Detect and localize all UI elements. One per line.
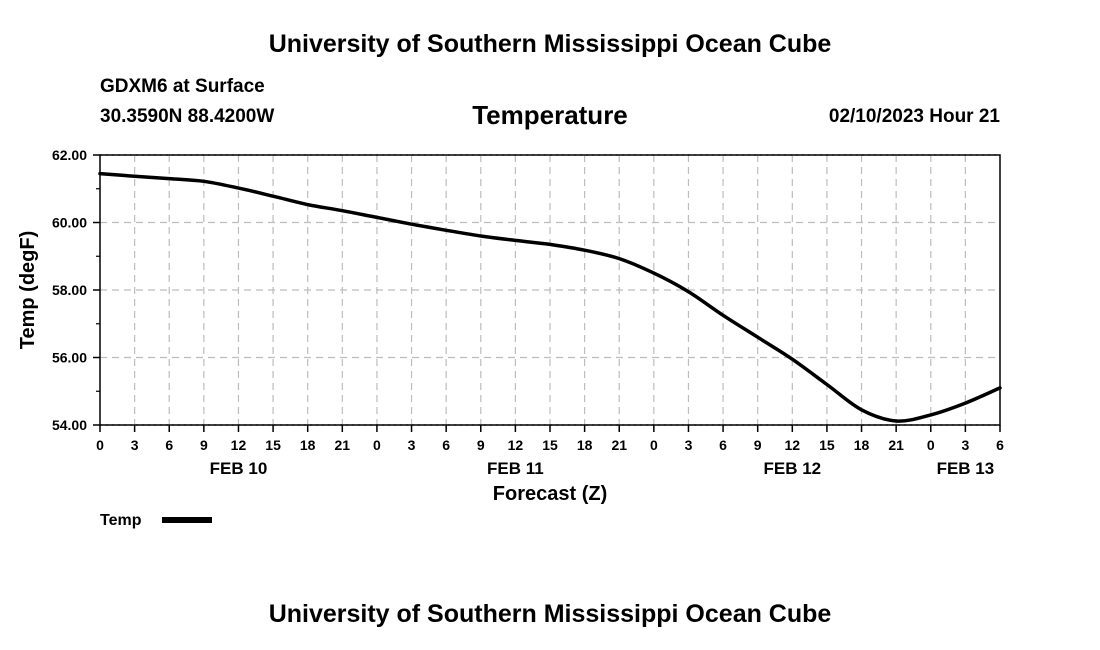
x-tick-labels: 0 3 6 9 12 15 18 21 0 3 6 9 12 15 18 21 0 3 6 9 12 15 18 21 0 3 6 <box>96 437 1004 453</box>
x-axis-title: Forecast (Z) <box>493 483 607 505</box>
x-tick-label: 18 <box>577 437 593 453</box>
day-labels: FEB 10 FEB 11 FEB 12 FEB 13 <box>210 459 995 478</box>
x-tick-label: 15 <box>542 437 558 453</box>
x-tick-label: 9 <box>200 437 208 453</box>
x-tick-label: 15 <box>265 437 281 453</box>
x-tick-label: 0 <box>927 437 935 453</box>
x-tick-label: 21 <box>335 437 351 453</box>
axis-ticks <box>93 154 1001 432</box>
x-tick-label: 0 <box>650 437 658 453</box>
page-title: University of Southern Mississippi Ocean… <box>268 30 832 58</box>
datetime-label: 02/10/2023 Hour 21 <box>828 106 1000 127</box>
x-tick-label: 9 <box>754 437 762 453</box>
x-tick-label: 18 <box>300 437 316 453</box>
legend-label-temp: Temp <box>100 512 142 529</box>
location-label: 30.3590N 88.4200W <box>100 106 275 127</box>
day-label: FEB 11 <box>487 459 544 478</box>
x-tick-label: 3 <box>685 437 693 453</box>
x-tick-label: 3 <box>131 437 139 453</box>
x-tick-label: 6 <box>719 437 727 453</box>
day-label: FEB 12 <box>763 459 821 478</box>
station-label: GDXM6 at Surface <box>100 76 265 97</box>
x-tick-label: 21 <box>611 437 627 453</box>
x-tick-label: 6 <box>165 437 173 453</box>
series-line-temp <box>98 171 1002 423</box>
y-tick-label: 60.00 <box>52 215 87 231</box>
x-tick-label: 3 <box>408 437 416 453</box>
day-label: FEB 13 <box>937 459 995 478</box>
x-tick-label: 6 <box>996 437 1004 453</box>
x-tick-label: 0 <box>96 437 104 453</box>
x-tick-label: 15 <box>819 437 835 453</box>
x-tick-label: 12 <box>508 437 524 453</box>
grid <box>100 154 1000 426</box>
y-tick-label: 54.00 <box>52 417 87 433</box>
footer-title: University of Southern Mississippi Ocean… <box>268 600 832 628</box>
x-tick-label: 9 <box>477 437 485 453</box>
day-label: FEB 10 <box>210 459 268 478</box>
x-tick-label: 18 <box>854 437 870 453</box>
x-tick-label: 0 <box>373 437 381 453</box>
chart-title: Temperature <box>472 100 628 130</box>
y-axis-title: Temp (degF) <box>17 231 39 350</box>
x-tick-label: 12 <box>785 437 801 453</box>
y-tick-label: 62.00 <box>52 147 87 163</box>
y-tick-label: 58.00 <box>52 282 87 298</box>
x-tick-label: 12 <box>231 437 247 453</box>
x-tick-label: 21 <box>888 437 904 453</box>
y-tick-labels: 54.00 56.00 58.00 60.00 62.00 <box>52 147 87 433</box>
x-tick-label: 6 <box>442 437 450 453</box>
x-tick-label: 3 <box>961 437 969 453</box>
y-tick-label: 56.00 <box>52 350 87 366</box>
